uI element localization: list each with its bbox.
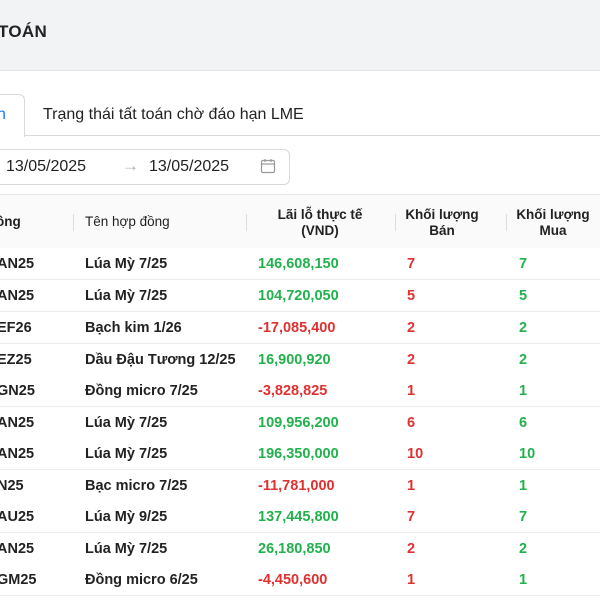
col-contract-name[interactable]: Tên hợp đồng xyxy=(85,214,170,229)
arrow-right-icon: → xyxy=(122,156,139,175)
cell-sell-volume: 2 xyxy=(407,541,416,557)
cell-realized-pnl: 137,445,800 xyxy=(258,509,339,525)
cell-contract-name: Lúa Mỳ 7/25 xyxy=(85,446,168,462)
cell-sell-volume: 5 xyxy=(407,288,416,304)
cell-realized-pnl: 26,180,850 xyxy=(258,541,331,557)
cell-realized-pnl: -11,781,000 xyxy=(258,478,335,494)
table-row[interactable]: EZ25 Dầu Đậu Tương 12/25 16,900,920 2 2 xyxy=(0,344,600,376)
cell-contract-name: Đồng micro 6/25 xyxy=(85,572,198,588)
table-row[interactable]: AN25 Lúa Mỳ 7/25 146,608,150 7 7 xyxy=(0,248,600,280)
page-title: TOÁN xyxy=(0,22,48,41)
cell-sell-volume: 1 xyxy=(407,478,416,494)
cell-sell-volume: 1 xyxy=(407,572,416,588)
cell-contract-code: GN25 xyxy=(0,383,35,399)
cell-sell-volume: 2 xyxy=(407,320,416,336)
cell-sell-volume: 2 xyxy=(407,352,416,368)
cell-contract-name: Bạc micro 7/25 xyxy=(85,478,188,494)
tab-active-label: n xyxy=(0,106,6,123)
settlement-table: ồng Tên hợp đồng Lãi lỗ thực tế (VND) Kh… xyxy=(0,194,600,600)
tab-active[interactable]: n xyxy=(0,94,25,137)
col-buy-volume[interactable]: Khối lượng Mua xyxy=(507,207,599,239)
tab-lme-settlement[interactable]: Trạng thái tất toán chờ đáo hạn LME xyxy=(43,106,304,123)
cell-contract-code: AN25 xyxy=(0,288,35,304)
top-header: TOÁN xyxy=(0,0,600,71)
tabs-divider xyxy=(24,135,600,136)
cell-realized-pnl: 146,608,150 xyxy=(258,256,339,272)
cell-contract-code: AN25 xyxy=(0,541,35,557)
cell-contract-code: AU25 xyxy=(0,509,35,525)
col-realized-pnl-line2: (VND) xyxy=(301,223,339,238)
table-row[interactable]: AN25 Lúa Mỳ 7/25 104,720,050 5 5 xyxy=(0,280,600,312)
table-row[interactable]: AU25 Lúa Mỳ 9/25 137,445,800 7 7 xyxy=(0,501,600,533)
cell-buy-volume: 1 xyxy=(519,572,528,588)
cell-realized-pnl: 196,350,000 xyxy=(258,446,339,462)
table-row[interactable]: GN25 Đồng micro 7/25 -3,828,825 1 1 xyxy=(0,375,600,407)
cell-contract-code: EF26 xyxy=(0,320,32,336)
cell-buy-volume: 10 xyxy=(519,446,536,462)
table-header: ồng Tên hợp đồng Lãi lỗ thực tế (VND) Kh… xyxy=(0,194,600,250)
cell-realized-pnl: 16,900,920 xyxy=(258,352,331,368)
cell-sell-volume: 10 xyxy=(407,446,424,462)
table-row[interactable]: AN25 Lúa Mỳ 7/25 26,180,850 2 2 xyxy=(0,533,600,565)
cell-contract-name: Lúa Mỳ 7/25 xyxy=(85,415,168,431)
cell-realized-pnl: 109,956,200 xyxy=(258,415,339,431)
column-divider xyxy=(395,214,396,231)
cell-realized-pnl: -17,085,400 xyxy=(258,320,336,336)
start-date-input[interactable]: 13/05/2025 xyxy=(6,158,87,175)
cell-buy-volume: 6 xyxy=(519,415,528,431)
column-divider xyxy=(506,214,507,231)
cell-buy-volume: 2 xyxy=(519,541,528,557)
table-row[interactable]: AN25 Lúa Mỳ 7/25 109,956,200 6 6 xyxy=(0,407,600,439)
cell-buy-volume: 2 xyxy=(519,320,528,336)
cell-buy-volume: 1 xyxy=(519,478,528,494)
cell-contract-name: Lúa Mỳ 7/25 xyxy=(85,288,168,304)
column-divider xyxy=(73,214,74,231)
column-divider xyxy=(246,214,247,231)
cell-contract-code: N25 xyxy=(0,478,24,494)
cell-contract-code: EZ25 xyxy=(0,352,32,368)
col-sell-volume-line1: Khối lượng xyxy=(405,207,479,222)
cell-realized-pnl: -4,450,600 xyxy=(258,572,328,588)
end-date-input[interactable]: 13/05/2025 xyxy=(149,158,230,175)
cell-buy-volume: 5 xyxy=(519,288,528,304)
cell-sell-volume: 1 xyxy=(407,383,416,399)
col-buy-volume-line2: Mua xyxy=(539,223,567,238)
cell-realized-pnl: -3,828,825 xyxy=(258,383,328,399)
col-sell-volume[interactable]: Khối lượng Bán xyxy=(396,207,488,239)
cell-sell-volume: 6 xyxy=(407,415,416,431)
cell-contract-name: Dầu Đậu Tương 12/25 xyxy=(85,352,236,368)
cell-contract-code: AN25 xyxy=(0,446,35,462)
col-realized-pnl-line1: Lãi lỗ thực tế xyxy=(277,207,363,222)
table-row[interactable]: N25 Bạc micro 7/25 -11,781,000 1 1 xyxy=(0,470,600,502)
cell-contract-code: AN25 xyxy=(0,256,35,272)
calendar-icon[interactable] xyxy=(260,158,276,174)
cell-buy-volume: 7 xyxy=(519,509,528,525)
cell-contract-name: Đồng micro 7/25 xyxy=(85,383,198,399)
table-row[interactable]: GM25 Đồng micro 6/25 -4,450,600 1 1 xyxy=(0,564,600,596)
cell-buy-volume: 2 xyxy=(519,352,528,368)
col-sell-volume-line2: Bán xyxy=(429,223,455,238)
cell-buy-volume: 7 xyxy=(519,256,528,272)
cell-contract-name: Bạch kim 1/26 xyxy=(85,320,182,336)
cell-realized-pnl: 104,720,050 xyxy=(258,288,339,304)
col-contract-code[interactable]: ồng xyxy=(0,214,21,229)
cell-buy-volume: 1 xyxy=(519,383,528,399)
cell-sell-volume: 7 xyxy=(407,256,416,272)
col-buy-volume-line1: Khối lượng xyxy=(516,207,590,222)
date-range-picker[interactable]: 13/05/2025 → 13/05/2025 xyxy=(0,149,290,185)
cell-contract-code: AN25 xyxy=(0,415,35,431)
cell-contract-name: Lúa Mỳ 7/25 xyxy=(85,541,168,557)
cell-sell-volume: 7 xyxy=(407,509,416,525)
cell-contract-name: Lúa Mỳ 9/25 xyxy=(85,509,168,525)
table-row[interactable]: EF26 Bạch kim 1/26 -17,085,400 2 2 xyxy=(0,312,600,344)
table-row[interactable]: AN25 Lúa Mỳ 7/25 196,350,000 10 10 xyxy=(0,438,600,470)
cell-contract-name: Lúa Mỳ 7/25 xyxy=(85,256,168,272)
col-realized-pnl[interactable]: Lãi lỗ thực tế (VND) xyxy=(248,207,392,239)
cell-contract-code: GM25 xyxy=(0,572,37,588)
